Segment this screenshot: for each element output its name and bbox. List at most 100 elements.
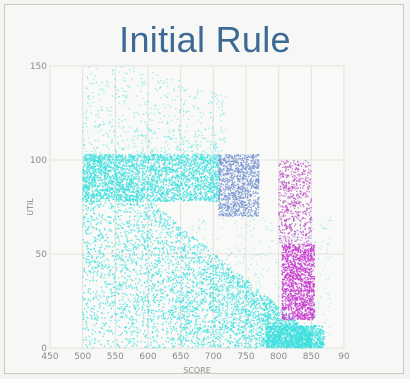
data-point	[154, 108, 156, 110]
data-point	[130, 167, 132, 169]
data-point	[149, 197, 151, 199]
data-point	[167, 258, 169, 260]
data-point	[154, 196, 157, 198]
data-point	[208, 170, 211, 172]
data-point	[187, 181, 189, 183]
data-point	[121, 154, 123, 156]
data-point	[197, 183, 199, 185]
data-point	[212, 116, 214, 119]
data-point	[104, 175, 106, 177]
data-point	[168, 163, 170, 165]
data-point	[198, 174, 201, 176]
data-point	[112, 69, 114, 71]
data-point	[216, 176, 218, 178]
data-point	[195, 154, 197, 156]
data-point	[99, 159, 102, 161]
data-point	[214, 95, 216, 98]
data-point	[93, 152, 95, 155]
data-point	[210, 144, 212, 146]
data-point	[102, 190, 104, 192]
data-point	[215, 185, 217, 187]
data-point	[111, 255, 114, 257]
data-point	[186, 149, 188, 152]
data-point	[100, 195, 103, 197]
data-point	[176, 236, 178, 239]
data-point	[82, 204, 85, 206]
data-point	[219, 278, 221, 280]
data-point	[215, 158, 217, 160]
data-point	[104, 324, 106, 326]
data-point	[121, 199, 123, 201]
data-point	[210, 266, 212, 268]
data-point	[215, 197, 217, 199]
data-point	[235, 308, 238, 310]
data-point	[178, 192, 180, 194]
data-point	[86, 183, 88, 186]
data-point	[189, 184, 192, 186]
data-point	[119, 287, 121, 289]
data-point	[205, 198, 207, 200]
data-point	[104, 191, 106, 194]
data-point	[194, 190, 196, 193]
data-point	[146, 214, 148, 217]
data-point	[153, 267, 155, 269]
data-point	[195, 169, 198, 171]
data-point	[203, 175, 205, 177]
data-point	[177, 269, 179, 272]
data-point	[97, 113, 99, 115]
data-point	[93, 159, 96, 162]
data-point	[174, 155, 176, 157]
data-point	[158, 197, 160, 199]
data-point	[94, 197, 96, 199]
data-point	[194, 158, 196, 161]
data-point	[88, 179, 90, 181]
data-point	[148, 158, 151, 160]
data-point	[124, 171, 127, 174]
data-point	[233, 274, 235, 276]
data-point	[109, 188, 112, 190]
data-point	[142, 97, 144, 100]
data-point	[119, 193, 121, 195]
data-point	[187, 193, 190, 195]
data-point	[277, 319, 279, 321]
data-point	[192, 194, 195, 197]
data-point	[92, 196, 94, 198]
data-point	[112, 180, 114, 183]
data-point	[138, 165, 140, 167]
data-point	[145, 136, 147, 138]
data-point	[172, 168, 175, 170]
data-point	[179, 189, 181, 192]
data-point	[195, 196, 197, 198]
data-point	[124, 266, 126, 268]
data-point	[213, 158, 215, 160]
data-point	[124, 80, 127, 82]
data-point	[105, 173, 107, 175]
data-point	[148, 155, 150, 158]
data-point	[269, 301, 271, 303]
data-point	[144, 152, 146, 154]
data-point	[124, 103, 126, 105]
data-point	[215, 268, 217, 270]
data-point	[209, 140, 211, 142]
data-point	[190, 176, 192, 179]
data-point	[152, 133, 154, 135]
data-point	[104, 171, 106, 174]
data-point	[262, 319, 264, 322]
data-point	[174, 99, 177, 101]
data-point	[164, 152, 166, 154]
data-point	[100, 168, 102, 171]
data-point	[86, 192, 88, 194]
data-point	[190, 292, 192, 294]
data-point	[123, 77, 125, 79]
data-point	[104, 180, 106, 182]
data-point	[161, 169, 163, 172]
data-point	[269, 316, 271, 318]
data-point	[163, 258, 165, 261]
data-point	[121, 258, 123, 260]
data-point	[87, 95, 89, 98]
data-point	[210, 159, 212, 161]
data-point	[220, 312, 223, 314]
data-point	[216, 182, 218, 185]
data-point	[209, 179, 212, 181]
data-point	[151, 276, 153, 278]
